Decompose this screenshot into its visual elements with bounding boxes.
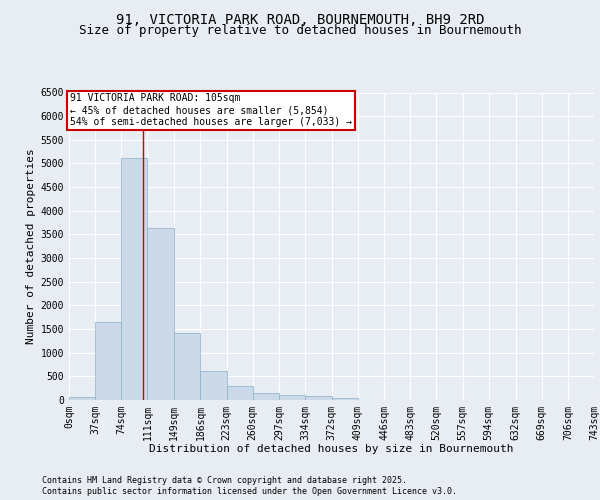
X-axis label: Distribution of detached houses by size in Bournemouth: Distribution of detached houses by size … xyxy=(149,444,514,454)
Bar xyxy=(200,371,227,400)
Text: 91 VICTORIA PARK ROAD: 105sqm
← 45% of detached houses are smaller (5,854)
54% o: 91 VICTORIA PARK ROAD: 105sqm ← 45% of d… xyxy=(70,94,352,126)
Bar xyxy=(227,386,253,400)
Bar xyxy=(253,392,279,400)
Bar xyxy=(174,333,200,400)
Bar xyxy=(121,158,148,400)
Text: Size of property relative to detached houses in Bournemouth: Size of property relative to detached ho… xyxy=(79,24,521,37)
Bar xyxy=(95,322,121,400)
Y-axis label: Number of detached properties: Number of detached properties xyxy=(26,148,37,344)
Text: Contains public sector information licensed under the Open Government Licence v3: Contains public sector information licen… xyxy=(42,487,457,496)
Text: Contains HM Land Registry data © Crown copyright and database right 2025.: Contains HM Land Registry data © Crown c… xyxy=(42,476,407,485)
Bar xyxy=(305,396,332,400)
Bar xyxy=(332,398,358,400)
Bar xyxy=(148,228,174,400)
Bar xyxy=(69,398,95,400)
Text: 91, VICTORIA PARK ROAD, BOURNEMOUTH, BH9 2RD: 91, VICTORIA PARK ROAD, BOURNEMOUTH, BH9… xyxy=(116,12,484,26)
Bar xyxy=(279,395,305,400)
